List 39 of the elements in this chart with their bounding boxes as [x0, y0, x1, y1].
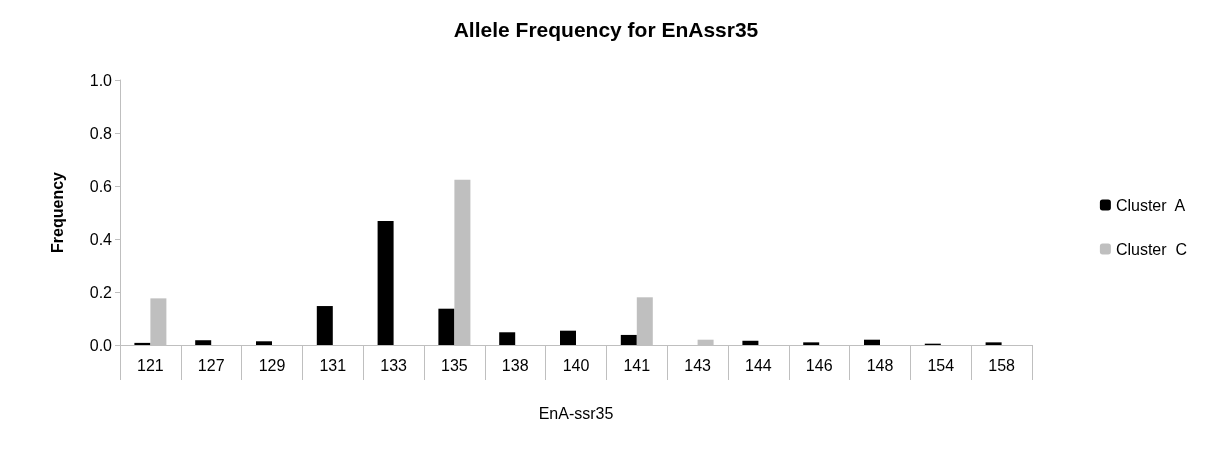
- legend-label: Cluster C: [1115, 240, 1187, 258]
- x-tick-label: 154: [927, 356, 955, 374]
- x-tick-label: 141: [623, 356, 651, 374]
- y-tick-label: 0.4: [89, 230, 113, 248]
- y-tick-label: 0.6: [89, 177, 113, 195]
- x-tick-label: 143: [684, 356, 712, 374]
- x-tick-label: 131: [319, 356, 347, 374]
- bar: [803, 342, 820, 345]
- x-tick-label: 148: [866, 356, 894, 374]
- x-tick-label: 129: [258, 356, 286, 374]
- y-tick-label: 0.8: [89, 124, 113, 142]
- y-tick-label: 0.0: [89, 336, 113, 354]
- x-axis-title: EnA-ssr35: [538, 404, 614, 422]
- bar: [864, 339, 880, 345]
- bar: [438, 308, 455, 345]
- bar: [620, 334, 637, 345]
- x-tick-label: 133: [380, 356, 408, 374]
- bar: [195, 340, 212, 345]
- x-tick-label: 140: [562, 356, 590, 374]
- chart-title: Allele Frequency for EnAssr35: [453, 18, 759, 41]
- y-axis-title: Frequency: [48, 171, 66, 253]
- bar: [560, 330, 576, 345]
- x-tick-label: 146: [805, 356, 833, 374]
- y-tick-label: 0.2: [89, 283, 113, 301]
- bar: [316, 306, 333, 345]
- x-tick-label: 121: [137, 356, 164, 374]
- bar: [985, 342, 1002, 345]
- x-tick-label: 127: [197, 356, 225, 374]
- x-tick-label: 158: [988, 356, 1016, 374]
- x-tick-label: 144: [745, 356, 772, 374]
- x-tick-label: 135: [441, 356, 468, 374]
- x-tick-label: 138: [501, 356, 529, 374]
- y-tick-label: 1.0: [89, 71, 113, 89]
- bar: [134, 342, 151, 345]
- bar: [256, 341, 272, 345]
- legend-label: Cluster A: [1115, 196, 1186, 214]
- bar: [499, 332, 516, 345]
- bar: [742, 340, 759, 345]
- bar: [377, 220, 394, 345]
